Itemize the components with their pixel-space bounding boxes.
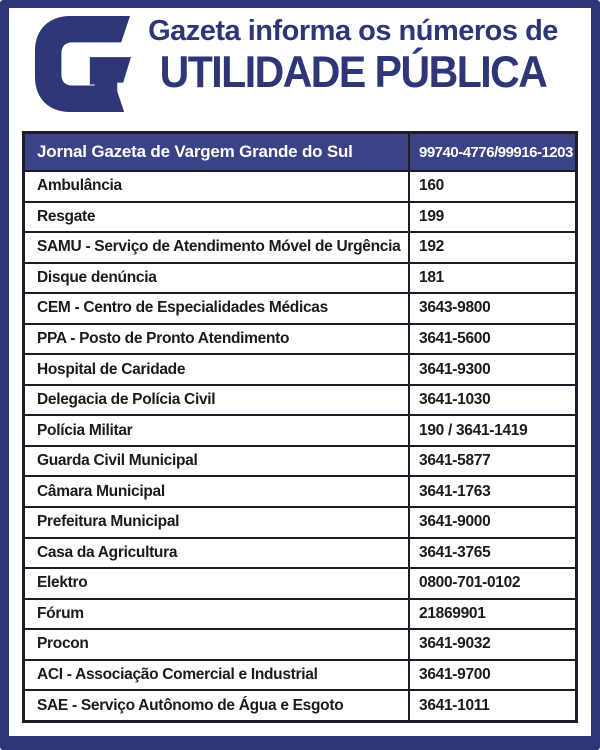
- service-name: Elektro: [37, 574, 88, 592]
- table-header-phones: 99740-4776/99916-1203: [408, 134, 575, 170]
- service-phone: 160: [408, 172, 575, 201]
- service-name: Resgate: [37, 207, 96, 225]
- service-name: Câmara Municipal: [37, 482, 165, 500]
- service-phone: 3641-9700: [408, 660, 575, 690]
- service-name: SAMU - Serviço de Atendimento Móvel de U…: [37, 238, 401, 256]
- service-phone: 3641-5600: [408, 324, 575, 354]
- service-name: SAE - Serviço Autônomo de Água e Esgoto: [37, 696, 344, 714]
- service-name: Disque denúncia: [37, 268, 157, 286]
- table-row: SAE - Serviço Autônomo de Água e Esgoto …: [25, 689, 575, 720]
- masthead-title: UTILIDADE PÚBLICA: [159, 46, 548, 97]
- service-name: Casa da Agricultura: [37, 543, 178, 561]
- table-row: Casa da Agricultura 3641-3765: [25, 536, 575, 568]
- table-row: PPA - Posto de Pronto Atendimento 3641-5…: [25, 322, 575, 354]
- table-row: Delegacia de Polícia Civil 3641-1030: [25, 383, 575, 415]
- table-row: Guarda Civil Municipal 3641-5877: [25, 444, 575, 476]
- service-name: Hospital de Caridade: [37, 360, 186, 378]
- service-phone: 192: [408, 233, 575, 262]
- table-row: Elektro 0800-701-0102: [25, 567, 575, 598]
- service-phone: 3641-9300: [408, 355, 575, 384]
- table-row: Câmara Municipal 3641-1763: [25, 475, 575, 507]
- service-phone: 3641-9032: [408, 630, 575, 659]
- table-row: CEM - Centro de Especialidades Médicas 3…: [25, 292, 575, 323]
- service-phone: 190 / 3641-1419: [408, 416, 575, 445]
- table-header-row: Jornal Gazeta de Vargem Grande do Sul 99…: [25, 134, 575, 170]
- service-name: ACI - Associação Comercial e Industrial: [37, 666, 318, 684]
- service-phone: 3641-1763: [408, 477, 575, 507]
- table-row: Hospital de Caridade 3641-9300: [25, 353, 575, 384]
- service-phone: 3641-1030: [408, 385, 575, 415]
- service-phone: 199: [408, 202, 575, 232]
- table-header-source: Jornal Gazeta de Vargem Grande do Sul: [37, 142, 353, 161]
- service-phone: 21869901: [408, 599, 575, 629]
- service-phone: 181: [408, 263, 575, 293]
- masthead-titles: Gazeta informa os números de UTILIDADE P…: [127, 15, 579, 97]
- table-row: Resgate 199: [25, 200, 575, 232]
- table-row: Disque denúncia 181: [25, 261, 575, 293]
- service-name: Fórum: [37, 604, 84, 622]
- service-name: Prefeitura Municipal: [37, 513, 180, 531]
- service-name: Procon: [37, 635, 89, 653]
- service-name: Guarda Civil Municipal: [37, 452, 198, 470]
- table-row: Fórum 21869901: [25, 597, 575, 629]
- gazeta-logo-icon: [33, 14, 131, 113]
- service-name: Delegacia de Polícia Civil: [37, 391, 216, 409]
- phone-directory-table: Jornal Gazeta de Vargem Grande do Sul 99…: [22, 131, 578, 723]
- service-phone: 3641-3765: [408, 538, 575, 568]
- service-name: Polícia Militar: [37, 421, 133, 439]
- table-row: ACI - Associação Comercial e Industrial …: [25, 658, 575, 690]
- service-phone: 3641-5877: [408, 446, 575, 476]
- table-row: Procon 3641-9032: [25, 628, 575, 659]
- table-row: SAMU - Serviço de Atendimento Móvel de U…: [25, 231, 575, 262]
- service-name: Ambulância: [37, 177, 122, 195]
- service-name: PPA - Posto de Pronto Atendimento: [37, 330, 290, 347]
- table-row: Prefeitura Municipal 3641-9000: [25, 506, 575, 537]
- masthead: Gazeta informa os números de UTILIDADE P…: [9, 8, 591, 120]
- service-phone: 3643-9800: [408, 294, 575, 323]
- service-name: CEM - Centro de Especialidades Médicas: [37, 299, 328, 317]
- table-row: Polícia Militar 190 / 3641-1419: [25, 414, 575, 445]
- service-phone: 3641-9000: [408, 508, 575, 537]
- service-phone: 3641-1011: [408, 691, 575, 720]
- table-row: Ambulância 160: [25, 170, 575, 201]
- masthead-subtitle: Gazeta informa os números de: [148, 15, 558, 47]
- service-phone: 0800-701-0102: [408, 569, 575, 598]
